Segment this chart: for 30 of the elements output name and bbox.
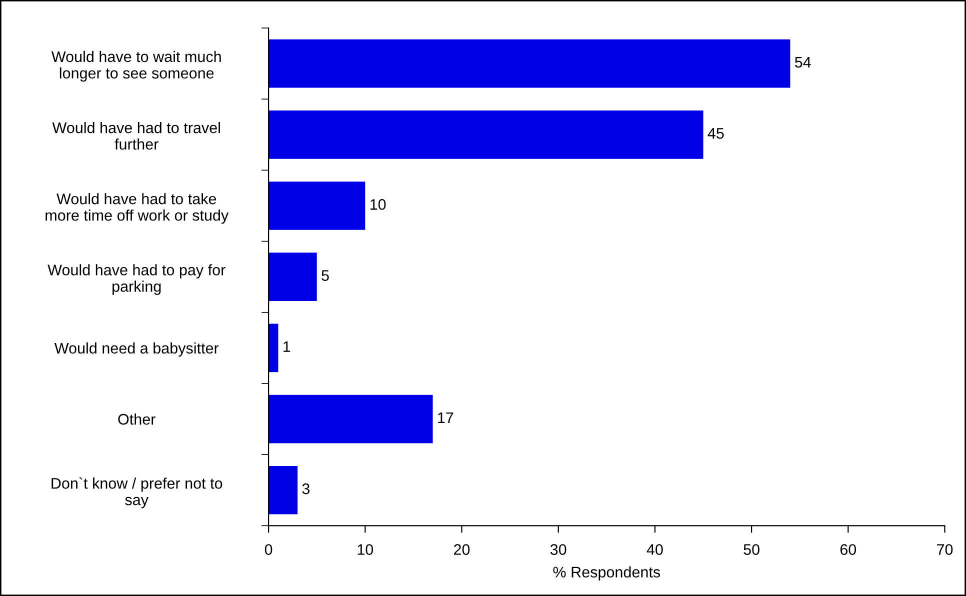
bar — [268, 39, 790, 88]
x-tick-label: 60 — [840, 544, 856, 555]
data-label: 5 — [322, 270, 329, 281]
y-tick-label: Would have to wait much longer to see someone — [51, 50, 221, 82]
x-tick-label: 10 — [358, 544, 374, 555]
data-label: 17 — [438, 412, 454, 423]
x-tick-label: 0 — [264, 544, 272, 555]
bar — [268, 110, 704, 159]
bar — [268, 252, 317, 302]
x-tick-label: 30 — [550, 544, 566, 555]
y-tick-label: Would need a babysitter — [54, 342, 219, 357]
bar — [268, 182, 366, 230]
data-label: 54 — [794, 57, 811, 68]
data-label: 45 — [708, 128, 724, 139]
x-tick-label: 40 — [646, 544, 663, 555]
x-tick-label: 20 — [454, 544, 470, 555]
y-tick-label: Would have had to take more time off work or study — [46, 193, 229, 224]
data-label: 10 — [370, 199, 386, 210]
x-tick-label: 70 — [937, 544, 953, 555]
x-tick-label: 50 — [744, 544, 760, 555]
y-tick-label: Would have had to travel further — [52, 122, 220, 150]
bar — [268, 324, 278, 372]
data-label: 1 — [284, 341, 290, 352]
y-tick-label: Would have had to pay for parking — [48, 264, 226, 295]
data-label: 3 — [302, 483, 310, 494]
bar — [268, 394, 433, 444]
y-tick-label: Other — [118, 413, 156, 425]
x-axis-title: % Respondents — [553, 566, 660, 581]
bar — [268, 466, 298, 514]
y-tick-label: Don`t know / prefer not to say — [52, 477, 222, 508]
